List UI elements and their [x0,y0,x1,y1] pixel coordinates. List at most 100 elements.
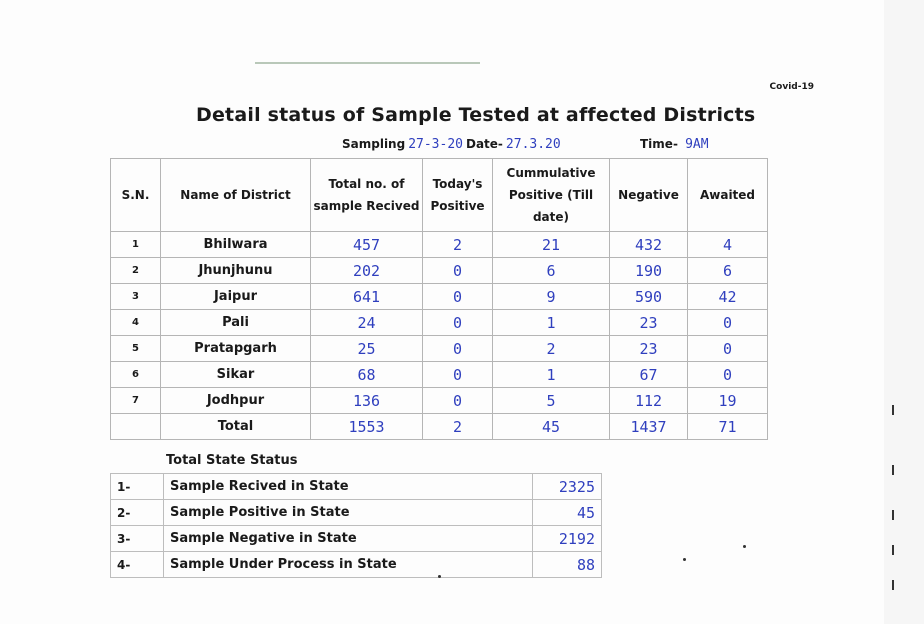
row-sn: 1 [110,231,161,258]
total-today: 2 [422,413,493,440]
total-row: Total 1553 2 45 1437 71 [110,413,768,440]
ink-dot [438,575,441,578]
edge-tick [892,510,894,520]
row-sn: 5 [110,335,161,362]
table-row: 1 Bhilwara 457 2 21 432 4 [110,231,768,258]
state-row: 2- Sample Positive in State 45 [110,499,602,526]
state-row: 1- Sample Recived in State 2325 [110,473,602,500]
total-sn-cell [110,413,161,440]
sampling-label: Sampling [342,137,406,151]
row-awaited: 4 [687,231,768,258]
time-line: Time- 9AM [640,137,712,152]
state-label: Sample Recived in State [163,473,533,500]
table-row: 7 Jodhpur 136 0 5 112 19 [110,387,768,414]
time-value: 9AM [685,137,709,152]
header-sn: S.N. [110,158,161,232]
table-row: 5 Pratapgarh 25 0 2 23 0 [110,335,768,362]
row-total: 68 [310,361,423,388]
row-sn: 3 [110,283,161,310]
header-cumulative: Cummulative Positive (Till date) [492,158,610,232]
row-awaited: 19 [687,387,768,414]
row-cumulative: 2 [492,335,610,362]
row-negative: 67 [609,361,688,388]
row-district: Jhunjhunu [160,257,311,284]
row-district: Jodhpur [160,387,311,414]
row-total: 136 [310,387,423,414]
total-awaited: 71 [687,413,768,440]
row-today: 2 [422,231,493,258]
table-row: 4 Pali 24 0 1 23 0 [110,309,768,336]
row-negative: 590 [609,283,688,310]
ink-dot [743,545,746,548]
row-total: 641 [310,283,423,310]
state-value: 2325 [532,473,602,500]
row-negative: 432 [609,231,688,258]
total-cumulative: 45 [492,413,610,440]
row-district: Pratapgarh [160,335,311,362]
row-district: Bhilwara [160,231,311,258]
state-status-heading: Total State Status [166,453,298,468]
row-total: 457 [310,231,423,258]
date-value: 27.3.20 [505,137,561,152]
row-cumulative: 6 [492,257,610,284]
ink-dot [683,558,686,561]
row-today: 0 [422,335,493,362]
header-negative: Negative [609,158,688,232]
table-row: 2 Jhunjhunu 202 0 6 190 6 [110,257,768,284]
header-today: Today's Positive [422,158,493,232]
state-value: 45 [532,499,602,526]
state-value: 88 [532,551,602,578]
table-row: 6 Sikar 68 0 1 67 0 [110,361,768,388]
edge-tick [892,545,894,555]
header-awaited: Awaited [687,158,768,232]
state-label: Sample Negative in State [163,525,533,552]
state-value: 2192 [532,525,602,552]
state-index: 2- [110,499,164,526]
row-total: 24 [310,309,423,336]
sampling-date-line: Sampling 27-3-20 Date- 27.3.20 [342,137,564,152]
corner-label: Covid-19 [769,82,814,92]
district-table: S.N. Name of District Total no. of sampl… [110,158,768,440]
row-today: 0 [422,387,493,414]
page-title: Detail status of Sample Tested at affect… [196,104,756,126]
page-edge-strip [884,0,924,624]
row-district: Pali [160,309,311,336]
row-today: 0 [422,283,493,310]
state-label: Sample Positive in State [163,499,533,526]
row-today: 0 [422,361,493,388]
edge-tick [892,580,894,590]
time-label: Time- [640,137,678,151]
row-district: Jaipur [160,283,311,310]
top-divider [255,62,480,64]
row-cumulative: 21 [492,231,610,258]
row-awaited: 42 [687,283,768,310]
edge-tick [892,405,894,415]
row-negative: 23 [609,335,688,362]
row-awaited: 6 [687,257,768,284]
date-label: Date- [466,137,503,151]
total-negative: 1437 [609,413,688,440]
header-total: Total no. of sample Recived [310,158,423,232]
row-awaited: 0 [687,309,768,336]
row-cumulative: 9 [492,283,610,310]
row-total: 202 [310,257,423,284]
edge-tick [892,465,894,475]
row-cumulative: 1 [492,361,610,388]
row-today: 0 [422,257,493,284]
state-index: 1- [110,473,164,500]
row-district: Sikar [160,361,311,388]
row-awaited: 0 [687,361,768,388]
row-cumulative: 1 [492,309,610,336]
state-row: 4- Sample Under Process in State 88 [110,551,602,578]
state-label: Sample Under Process in State [163,551,533,578]
row-negative: 112 [609,387,688,414]
total-label: Total [160,413,311,440]
row-sn: 7 [110,387,161,414]
total-samples: 1553 [310,413,423,440]
row-negative: 23 [609,309,688,336]
state-index: 3- [110,525,164,552]
state-row: 3- Sample Negative in State 2192 [110,525,602,552]
sampling-handwritten: 27-3-20 [408,137,463,152]
table-row: 3 Jaipur 641 0 9 590 42 [110,283,768,310]
